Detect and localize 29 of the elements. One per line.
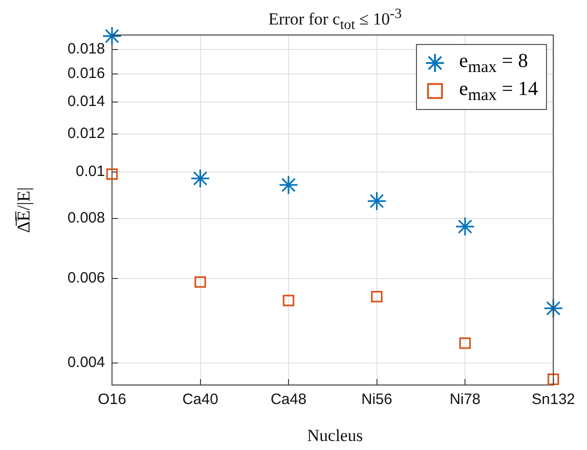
x-tick-label: Ca48	[270, 391, 306, 408]
point	[282, 294, 294, 306]
x-tick-label: O16	[98, 391, 126, 408]
point	[455, 216, 475, 236]
point	[106, 168, 118, 180]
y-tick-label: 0.006	[67, 270, 105, 287]
point	[459, 337, 471, 349]
y-axis-title: Δ̅E̅/|E|	[14, 187, 34, 233]
y-tick-label: 0.01	[76, 163, 105, 180]
point	[190, 168, 210, 188]
x-axis-title: Nucleus	[306, 426, 364, 446]
y-tick-label: 0.004	[67, 354, 105, 372]
point	[366, 191, 387, 211]
x-tick-label: Ni56	[361, 391, 392, 408]
x-tick-label: Sn132	[532, 391, 575, 408]
x-tick-label: Ca40	[182, 391, 218, 408]
legend-label: e$_{max}$ = 14	[459, 78, 538, 104]
y-tick-label: 0.008	[67, 210, 105, 227]
chart-title: Error for c$_{tot}$ ≤ 10$^{-3}$	[267, 6, 403, 34]
legend-label: e$_{max}$ = 8	[459, 50, 528, 76]
point	[371, 290, 383, 302]
y-tick-label: 0.014	[67, 93, 105, 110]
point	[194, 276, 206, 288]
point	[278, 175, 298, 195]
y-tick-label: 0.012	[67, 125, 105, 142]
x-tick-label: Ni78	[450, 391, 480, 408]
y-tick-label: 0.018	[67, 40, 105, 58]
point	[544, 298, 564, 318]
y-tick-label: 0.016	[67, 65, 105, 82]
